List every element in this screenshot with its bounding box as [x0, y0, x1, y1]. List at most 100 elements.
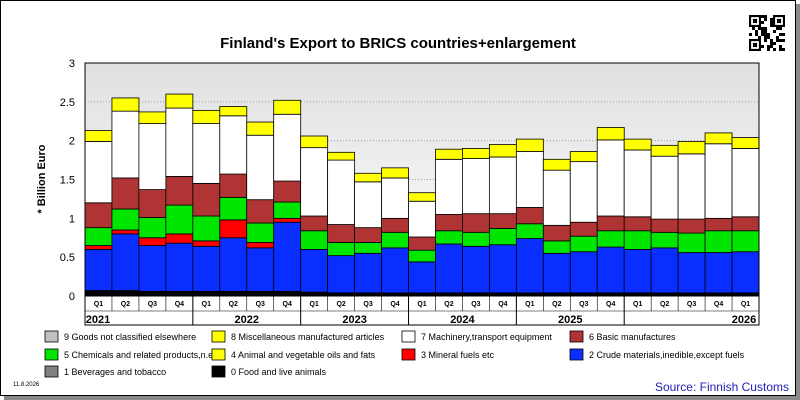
- bar-segment-8: [462, 148, 490, 159]
- bar-segment-5: [596, 230, 625, 248]
- bar-segment-0: [192, 291, 221, 297]
- bar-segment-8: [246, 121, 275, 136]
- bar-segment-5: [650, 231, 679, 249]
- qr-module: [755, 30, 758, 33]
- y-tick-label: 0.5: [60, 252, 75, 264]
- bar-segment-7: [327, 159, 356, 225]
- bar-segment-8: [381, 167, 409, 179]
- bar-segment-8: [165, 93, 194, 109]
- qr-module: [770, 42, 773, 45]
- y-tick-label: 2.5: [60, 97, 75, 109]
- qr-module: [782, 39, 785, 42]
- bar-segment-2: [677, 252, 706, 294]
- qr-module: [767, 33, 770, 36]
- x-tick-label: Q1: [633, 301, 642, 308]
- qr-module: [779, 48, 782, 51]
- bar-segment-7: [435, 158, 463, 215]
- bar-segment-3: [192, 240, 221, 247]
- bar-segment-6: [300, 215, 329, 232]
- bar-segment-2: [84, 248, 113, 291]
- x-tick-label: Q3: [148, 301, 157, 308]
- bar-segment-2: [462, 245, 490, 294]
- bar-segment-8: [300, 135, 329, 149]
- bar-segment-5: [623, 230, 652, 250]
- date-stamp: 11.8.2026: [13, 382, 40, 388]
- legend-label: 1 Beverages and tobacco: [64, 367, 166, 377]
- legend-swatch: [44, 330, 59, 343]
- bar-segment-8: [515, 138, 544, 152]
- qr-module: [755, 33, 758, 36]
- qr-module: [776, 36, 779, 39]
- bar-segment-6: [273, 180, 302, 203]
- year-label: 2021: [86, 314, 110, 326]
- bar-segment-2: [354, 252, 382, 294]
- year-label: 2022: [235, 314, 259, 326]
- x-tick-label: Q1: [525, 301, 534, 308]
- qr-module: [764, 15, 767, 18]
- bar-segment-5: [354, 242, 382, 254]
- source-note: Source: Finnish Customs: [655, 380, 789, 394]
- bar-segment-5: [111, 208, 140, 231]
- y-tick-label: 2: [69, 136, 75, 148]
- chart-title: Finland's Export to BRICS countries+enla…: [220, 35, 576, 52]
- bar-segment-2: [111, 233, 140, 291]
- bar-segment-7: [246, 134, 275, 201]
- legend-label: 9 Goods not classified elsewhere: [64, 332, 196, 342]
- legend-label: 3 Mineral fuels etc: [421, 350, 495, 360]
- bar-segment-6: [704, 217, 733, 232]
- bar-segment-8: [650, 144, 679, 157]
- bar-segment-8: [677, 141, 706, 155]
- qr-finder-dot: [752, 18, 758, 24]
- bar-segment-5: [246, 222, 275, 243]
- bar-segment-2: [650, 247, 679, 294]
- bar-segment-8: [138, 111, 167, 124]
- bars: [84, 93, 760, 297]
- year-label: 2024: [450, 314, 475, 326]
- qr-module: [779, 27, 782, 30]
- x-tick-label: Q1: [94, 301, 103, 308]
- bar-segment-7: [731, 148, 760, 218]
- bar-segment-5: [273, 201, 302, 219]
- bar-segment-6: [677, 218, 706, 234]
- bar-segment-2: [138, 245, 167, 292]
- bar-segment-6: [462, 213, 490, 233]
- bar-segment-7: [462, 158, 490, 215]
- x-tick-label: Q4: [606, 301, 615, 308]
- bar-segment-2: [408, 261, 436, 294]
- bar-segment-7: [138, 123, 167, 190]
- qr-module: [764, 27, 767, 30]
- x-tick-label: Q2: [336, 301, 345, 308]
- qr-module: [764, 33, 767, 36]
- bar-segment-5: [515, 223, 544, 239]
- bar-segment-7: [84, 141, 113, 204]
- qr-module: [770, 45, 773, 48]
- bar-segment-7: [542, 169, 571, 226]
- bar-segment-0: [165, 291, 194, 297]
- year-label: 2025: [558, 314, 582, 326]
- legend-swatch: [44, 348, 59, 361]
- bar-segment-2: [435, 243, 463, 294]
- bar-segment-8: [408, 192, 436, 202]
- bar-segment-8: [542, 158, 571, 171]
- y-tick-label: 1.5: [60, 175, 75, 187]
- qr-module: [776, 39, 779, 42]
- bar-segment-8: [327, 151, 356, 161]
- bar-segment-5: [488, 228, 517, 246]
- bar-segment-2: [165, 242, 194, 292]
- bar-segment-6: [515, 207, 544, 225]
- bar-segment-0: [138, 291, 167, 297]
- x-tick-label: Q4: [498, 301, 507, 308]
- qr-module: [770, 24, 773, 27]
- bar-segment-6: [650, 218, 679, 233]
- x-axis: Q1 Q2 Q3 Q4 Q1 Q2 Q3 Q4 Q1 Q2 Q3 Q4 Q1 Q2 Q3 Q4 Q1 Q2 Q3 Q4…: [84, 295, 760, 326]
- bar-segment-5: [138, 217, 167, 239]
- bar-segment-2: [273, 221, 302, 292]
- bar-segment-3: [219, 219, 248, 239]
- bar-segment-7: [650, 155, 679, 220]
- qr-module: [764, 30, 767, 33]
- legend-label: 2 Crude materials,inedible,except fuels: [589, 350, 745, 360]
- qr-finder-dot: [776, 18, 782, 24]
- bar-segment-5: [542, 240, 571, 254]
- bar-segment-6: [542, 224, 571, 242]
